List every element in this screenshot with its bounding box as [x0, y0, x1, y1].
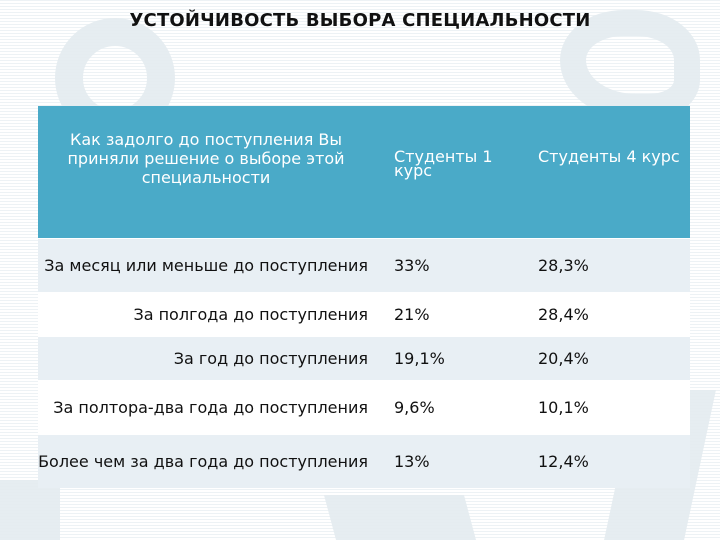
- slide-title: УСТОЙЧИВОСТЬ ВЫБОРА СПЕЦИАЛЬНОСТИ: [129, 10, 591, 31]
- table-header-row: Как задолго до поступления Вы приняли ре…: [38, 106, 690, 238]
- header-year4: Студенты 4 курс: [538, 147, 680, 166]
- background-decoration: [323, 495, 477, 540]
- cell-year1: 19,1%: [394, 348, 445, 368]
- table-row: Более чем за два года до поступления 13%…: [38, 434, 690, 488]
- row-label: За полгода до поступления: [133, 304, 368, 324]
- header-question: Как задолго до поступления Вы приняли ре…: [67, 130, 345, 187]
- background-decoration: [0, 480, 60, 540]
- survey-table: Как задолго до поступления Вы приняли ре…: [38, 106, 690, 488]
- row-label: За месяц или меньше до поступления: [44, 255, 368, 275]
- row-label: Более чем за два года до поступления: [38, 451, 368, 471]
- cell-year4: 12,4%: [538, 451, 589, 471]
- table-row: За полтора-два года до поступления 9,6% …: [38, 380, 690, 434]
- table-row: За полгода до поступления 21% 28,4%: [38, 292, 690, 336]
- cell-year4: 10,1%: [538, 397, 589, 417]
- cell-year1: 21%: [394, 304, 430, 324]
- table-row: За месяц или меньше до поступления 33% 2…: [38, 238, 690, 292]
- cell-year1: 33%: [394, 255, 430, 275]
- cell-year1: 13%: [394, 451, 430, 471]
- cell-year4: 28,4%: [538, 304, 589, 324]
- cell-year1: 9,6%: [394, 397, 435, 417]
- row-label: За полтора-два года до поступления: [53, 397, 368, 417]
- cell-year4: 28,3%: [538, 255, 589, 275]
- table-row: За год до поступления 19,1% 20,4%: [38, 336, 690, 380]
- row-label: За год до поступления: [173, 348, 368, 368]
- cell-year4: 20,4%: [538, 348, 589, 368]
- header-year1: Студенты 1 курс: [394, 147, 493, 180]
